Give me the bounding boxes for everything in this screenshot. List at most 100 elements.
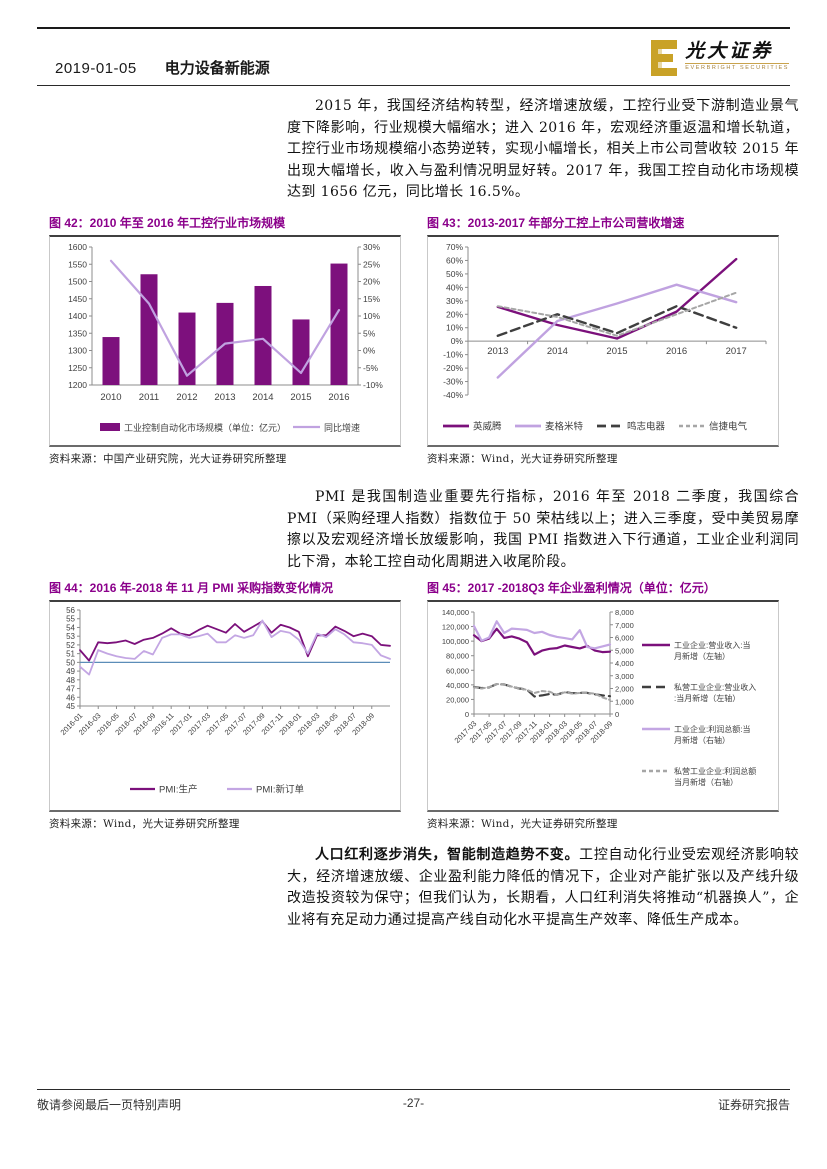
- brand-name-cn: 光大证券: [685, 40, 774, 62]
- conclusion-body: 工控自动化行业受宏观经济影响较大，经济增速放缓、企业盈利能力降低的情况下，企业对…: [287, 847, 800, 928]
- svg-text:鸣志电器: 鸣志电器: [627, 421, 666, 433]
- svg-text:100,000: 100,000: [442, 637, 469, 646]
- svg-text:2,000: 2,000: [615, 685, 634, 694]
- page-number: -27-: [402, 1096, 425, 1110]
- svg-text:2014: 2014: [547, 346, 568, 357]
- svg-text:46: 46: [66, 693, 75, 702]
- page-footer: 敬请参阅最后一页特别声明 -27- 证券研究报告: [37, 1096, 790, 1113]
- svg-text:工业控制自动化市场规模（单位：亿元）: 工业控制自动化市场规模（单位：亿元）: [124, 422, 286, 433]
- figure-44: 图 44：2016 年-2018 年 11 月 PMI 采购指数变化情况 45 4…: [49, 580, 401, 831]
- svg-text:0: 0: [615, 710, 619, 719]
- top-rule: [37, 27, 790, 29]
- svg-text:49: 49: [66, 667, 75, 676]
- svg-text:25%: 25%: [363, 259, 380, 269]
- svg-text:52: 52: [66, 641, 75, 650]
- svg-text:-10%: -10%: [363, 380, 383, 390]
- svg-text:56: 56: [66, 606, 75, 615]
- svg-text::当月新增（左轴）: :当月新增（左轴）: [674, 693, 740, 703]
- svg-text:48: 48: [66, 676, 75, 685]
- svg-text:-10%: -10%: [443, 350, 463, 360]
- svg-text:40,000: 40,000: [446, 681, 469, 690]
- svg-text:0%: 0%: [451, 336, 464, 346]
- svg-text:10%: 10%: [363, 311, 380, 321]
- svg-text:120,000: 120,000: [442, 623, 469, 632]
- svg-text:2013: 2013: [487, 346, 508, 357]
- svg-text:1350: 1350: [68, 328, 87, 338]
- svg-text:5,000: 5,000: [615, 646, 634, 655]
- svg-text:55: 55: [66, 615, 75, 624]
- svg-text:PMI:生产: PMI:生产: [159, 784, 198, 796]
- svg-text:20,000: 20,000: [446, 695, 469, 704]
- svg-text:1550: 1550: [68, 259, 87, 269]
- svg-text:30%: 30%: [363, 242, 380, 252]
- svg-text:20%: 20%: [446, 309, 463, 319]
- brand-name-en: EVERBRIGHT SECURITIES: [685, 63, 789, 71]
- svg-text:10%: 10%: [446, 323, 463, 333]
- figure-43-title: 图 43：2013-2017 年部分工控上市公司营收增速: [427, 216, 685, 230]
- report-date: 2019-01-05: [55, 60, 137, 77]
- figure-44-source: 资料来源：Wind，光大证券研究所整理: [49, 818, 240, 830]
- svg-text:4,000: 4,000: [615, 659, 634, 668]
- figure-44-chart: 45 46 47 48 49 50 51 52 53 54 55 56 2016-01 2016-03 20…: [49, 600, 401, 812]
- figure-43: 图 43：2013-2017 年部分工控上市公司营收增速 -40% -30% -20…: [427, 215, 779, 466]
- svg-text:-40%: -40%: [443, 390, 463, 400]
- svg-text:60,000: 60,000: [446, 666, 469, 675]
- svg-text:20%: 20%: [363, 277, 380, 287]
- svg-text:1250: 1250: [68, 363, 87, 373]
- figure-42: 图 42：2010 年至 2016 年工控行业市场规模 1200 1250 1300…: [49, 215, 401, 466]
- figure-42-chart: 1200 1250 1300 1350 1400 1450 1500 1550 1600 -10%…: [49, 235, 401, 447]
- everbright-logo-icon: [651, 40, 678, 76]
- svg-text:2015: 2015: [290, 392, 311, 403]
- brand-text: 光大证券 EVERBRIGHT SECURITIES: [685, 40, 789, 71]
- svg-text:30%: 30%: [446, 296, 463, 306]
- svg-text:51: 51: [66, 650, 75, 659]
- svg-text:2012: 2012: [176, 392, 197, 403]
- header-rule: [37, 85, 790, 86]
- svg-text:0: 0: [465, 710, 469, 719]
- figure-44-title: 图 44：2016 年-2018 年 11 月 PMI 采购指数变化情况: [49, 581, 334, 595]
- svg-text:同比增速: 同比增速: [324, 422, 360, 433]
- svg-text:麦格米特: 麦格米特: [545, 421, 584, 433]
- svg-text:1600: 1600: [68, 242, 87, 252]
- svg-text:45: 45: [66, 702, 75, 711]
- svg-text:2011: 2011: [139, 392, 159, 403]
- figure-43-chart: -40% -30% -20% -10% 0% 10% 20% 30% 40% 50% 60% 70% 2…: [427, 235, 779, 447]
- svg-text:月新增（左轴）: 月新增（左轴）: [674, 651, 730, 661]
- figure-45: 图 45：2017 -2018Q3 年企业盈利情况（单位：亿元） 0 20,000…: [427, 580, 779, 831]
- svg-text:1500: 1500: [68, 277, 87, 287]
- svg-text:50: 50: [66, 658, 75, 667]
- svg-text:5%: 5%: [363, 328, 376, 338]
- svg-text:1300: 1300: [68, 346, 87, 356]
- figure-45-title: 图 45：2017 -2018Q3 年企业盈利情况（单位：亿元）: [427, 581, 716, 595]
- figure-45-chart: 0 20,000 40,000 60,000 80,000 100,000 120,000 1…: [427, 600, 779, 812]
- svg-text:-20%: -20%: [443, 363, 463, 373]
- svg-text:2013: 2013: [214, 392, 235, 403]
- svg-text:私营工业企业:利润总额: 私营工业企业:利润总额: [674, 766, 756, 776]
- paragraph-market-overview: 2015 年，我国经济结构转型，经济增速放缓，工控行业受下游制造业景气度下降影响…: [287, 98, 799, 201]
- figure-42-source: 资料来源：中国产业研究院，光大证券研究所整理: [49, 453, 287, 465]
- svg-text:1400: 1400: [68, 311, 87, 321]
- footer-report-type: 证券研究报告: [717, 1098, 790, 1112]
- footer-disclaimer: 敬请参阅最后一页特别声明: [37, 1098, 182, 1112]
- svg-text:3,000: 3,000: [615, 672, 634, 681]
- brand-logo: 光大证券 EVERBRIGHT SECURITIES: [651, 40, 789, 76]
- svg-text:1,000: 1,000: [615, 697, 634, 706]
- page-header: 2019-01-05 电力设备新能源: [55, 57, 270, 78]
- svg-text:工业企业:利润总额:当: 工业企业:利润总额:当: [674, 724, 750, 734]
- svg-text:54: 54: [66, 623, 75, 632]
- figure-45-source: 资料来源：Wind，光大证券研究所整理: [427, 818, 618, 830]
- svg-text:2017: 2017: [726, 346, 747, 357]
- report-section: 电力设备新能源: [164, 60, 270, 77]
- svg-text:月新增（右轴）: 月新增（右轴）: [674, 735, 730, 745]
- svg-text:6,000: 6,000: [615, 634, 634, 643]
- svg-text:70%: 70%: [446, 242, 463, 252]
- svg-text:60%: 60%: [446, 255, 463, 265]
- svg-text:1450: 1450: [68, 294, 87, 304]
- svg-text:0%: 0%: [363, 346, 376, 356]
- svg-text:信捷电气: 信捷电气: [709, 421, 748, 433]
- svg-text:15%: 15%: [363, 294, 380, 304]
- svg-text:-30%: -30%: [443, 377, 463, 387]
- svg-text:2016: 2016: [666, 346, 687, 357]
- svg-text:-5%: -5%: [363, 363, 379, 373]
